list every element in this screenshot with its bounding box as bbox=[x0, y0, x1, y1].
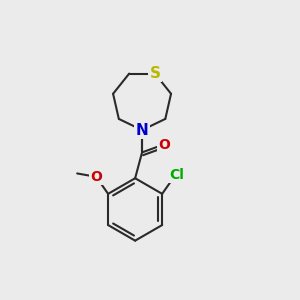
Text: N: N bbox=[136, 123, 148, 138]
Text: O: O bbox=[159, 138, 170, 152]
Text: N: N bbox=[136, 123, 148, 138]
Text: S: S bbox=[149, 66, 161, 81]
Text: Cl: Cl bbox=[169, 168, 184, 182]
Text: O: O bbox=[90, 170, 102, 184]
